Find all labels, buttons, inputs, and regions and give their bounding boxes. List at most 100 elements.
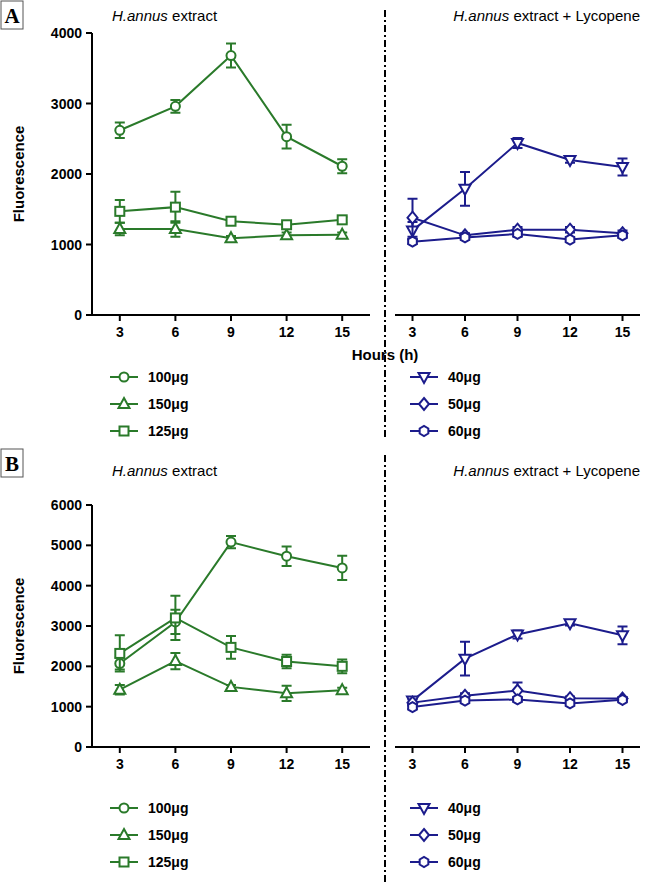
divider: [384, 10, 386, 440]
plot-area: [114, 44, 347, 243]
marker: [282, 657, 291, 666]
legend-label: 125μg: [148, 854, 188, 870]
divider: [384, 455, 386, 883]
plot-area: [407, 619, 628, 712]
legend-marker: [119, 398, 130, 408]
legend-entry: 100μg: [110, 800, 188, 816]
marker: [618, 695, 627, 705]
x-tick-label: 3: [409, 324, 417, 340]
marker: [566, 235, 575, 245]
marker: [513, 229, 522, 239]
marker: [227, 217, 236, 226]
x-tick-label: 12: [562, 756, 578, 772]
error-bar: [115, 635, 125, 671]
marker: [115, 207, 124, 216]
error-bar: [618, 626, 628, 644]
subplot: H.annus extract + Lycopene369121540μg50μ…: [395, 462, 640, 870]
y-axis-label: Fluorescence: [10, 578, 27, 675]
y-tick-label: 4000: [51, 25, 82, 41]
legend-marker: [120, 373, 129, 382]
y-tick-label: 2000: [51, 166, 82, 182]
marker: [618, 693, 628, 705]
error-bar: [170, 596, 180, 640]
title-part: extract + Lycopene: [509, 462, 640, 479]
marker: [170, 223, 181, 233]
series-line: [120, 661, 342, 693]
x-tick-label: 12: [279, 324, 295, 340]
x-tick: [412, 747, 414, 753]
marker: [226, 681, 237, 691]
x-tick: [286, 747, 288, 753]
x-tick-label: 3: [116, 324, 124, 340]
legend-marker: [419, 398, 429, 410]
series-line: [120, 56, 342, 167]
title-part: extract: [168, 462, 218, 479]
legend-entry: 60μg: [410, 854, 481, 870]
legend-marker: [419, 804, 430, 814]
x-tick: [119, 747, 121, 753]
x-tick-label: 3: [409, 756, 417, 772]
marker: [115, 126, 124, 135]
y-tick-label: 0: [74, 739, 82, 755]
error-bar: [282, 655, 292, 669]
marker: [115, 649, 124, 658]
marker: [460, 655, 471, 665]
legend-label: 40μg: [448, 800, 481, 816]
series-line: [413, 143, 623, 230]
marker: [226, 232, 237, 242]
legend-entry: 40μg: [410, 800, 481, 816]
y-tick-label: 0: [74, 307, 82, 323]
y-tick: [86, 665, 92, 667]
x-tick: [230, 747, 232, 753]
chart-canvas: AH.annus extractFluorescenceHours (h)010…: [0, 0, 650, 883]
x-tick-label: 6: [172, 756, 180, 772]
panel-box: [1, 449, 23, 477]
legend-entry: 150μg: [110, 827, 188, 843]
legend-entry: 50μg: [410, 827, 481, 843]
legend-marker: [420, 857, 429, 867]
y-tick: [86, 32, 92, 34]
error-bar: [337, 659, 347, 673]
x-tick-label: 9: [227, 324, 235, 340]
x-tick-label: 12: [562, 324, 578, 340]
x-tick-label: 9: [514, 756, 522, 772]
title-part: extract: [168, 7, 218, 24]
title: H.annus extract: [112, 462, 218, 479]
marker: [337, 229, 348, 239]
legend-label: 125μg: [148, 423, 188, 439]
legend-label: 60μg: [448, 423, 481, 439]
x-tick-label: 9: [227, 756, 235, 772]
error-bar: [460, 642, 470, 676]
title: H.annus extract: [112, 7, 218, 24]
error-bar: [282, 125, 292, 149]
legend-entry: 100μg: [110, 369, 188, 385]
marker: [566, 698, 575, 708]
error-bar: [226, 44, 236, 68]
panel-label: B: [5, 452, 19, 476]
subplot: AH.annus extractFluorescenceHours (h)010…: [1, 1, 418, 440]
title: H.annus extract + Lycopene: [453, 462, 640, 479]
legend-marker: [120, 858, 129, 867]
x-tick: [569, 747, 571, 753]
legend-label: 150μg: [148, 827, 188, 843]
legend-marker: [419, 829, 429, 841]
marker: [565, 619, 576, 629]
y-axis-label: Fluorescence: [10, 126, 27, 223]
legend-entry: 125μg: [110, 854, 188, 870]
error-bar: [226, 636, 236, 659]
page: {"chart_data": [ {"type": "line", "panel…: [0, 0, 650, 883]
legend-entry: 40μg: [410, 369, 481, 385]
legend-label: 150μg: [148, 396, 188, 412]
y-tick-label: 1000: [51, 699, 82, 715]
y-tick: [86, 103, 92, 105]
x-tick: [119, 315, 121, 321]
panel-label: A: [4, 4, 20, 28]
marker: [461, 696, 470, 706]
marker: [512, 630, 523, 640]
y-tick: [86, 314, 92, 316]
subplot: BH.annus extractFluorescence010002000300…: [1, 449, 385, 883]
legend-entry: 150μg: [110, 396, 188, 412]
y-tick: [86, 244, 92, 246]
legend-marker: [119, 829, 130, 839]
title: H.annus extract + Lycopene: [453, 7, 640, 24]
